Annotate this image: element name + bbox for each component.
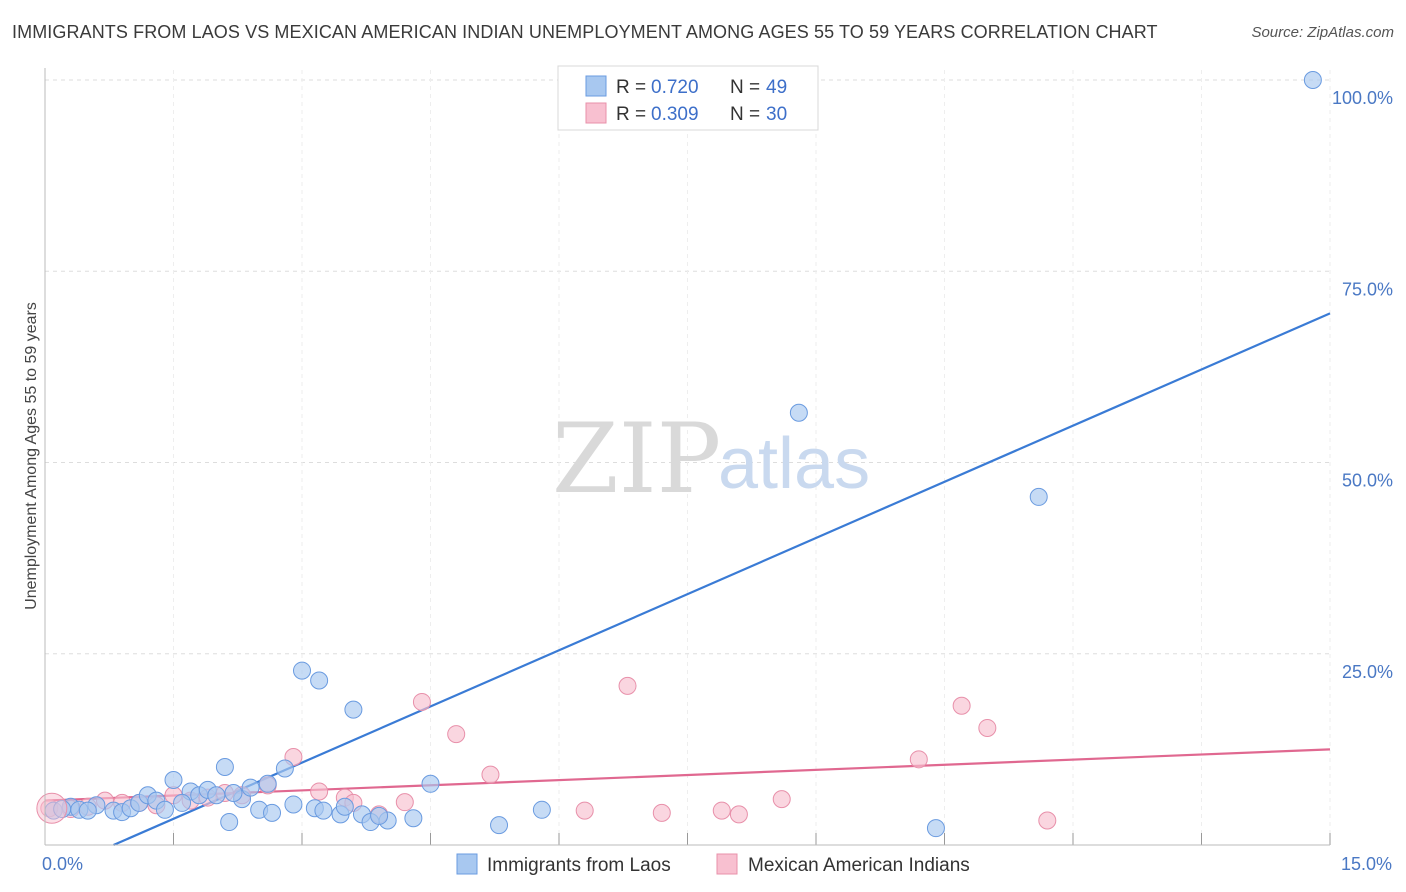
bottom-legend-swatch-laos bbox=[456, 853, 478, 875]
point-immigrants-from-laos bbox=[344, 700, 363, 719]
point-mexican-american-indians bbox=[772, 790, 791, 809]
watermark: ZIP atlas bbox=[552, 403, 870, 515]
point-mexican-american-indians bbox=[36, 792, 68, 824]
y-tick-label: 75.0% bbox=[1342, 279, 1393, 299]
point-immigrants-from-laos bbox=[164, 770, 183, 789]
point-immigrants-from-laos bbox=[215, 757, 234, 776]
point-mexican-american-indians bbox=[412, 692, 431, 711]
legend-swatch-laos bbox=[585, 75, 607, 97]
point-immigrants-from-laos bbox=[207, 786, 226, 805]
top-legend: R = 0.720 N = 49 R = 0.309 N = 30 bbox=[557, 65, 819, 131]
point-immigrants-from-laos bbox=[263, 803, 282, 822]
watermark-zip: ZIP bbox=[552, 403, 721, 515]
point-immigrants-from-laos bbox=[314, 801, 333, 820]
point-immigrants-from-laos bbox=[421, 774, 440, 793]
point-mexican-american-indians bbox=[978, 718, 997, 737]
point-immigrants-from-laos bbox=[241, 778, 260, 797]
point-mexican-american-indians bbox=[1038, 811, 1057, 830]
trend-line-mexican bbox=[44, 748, 1331, 802]
point-immigrants-from-laos bbox=[155, 800, 174, 819]
point-immigrants-from-laos bbox=[275, 759, 294, 778]
point-immigrants-from-laos bbox=[490, 816, 509, 835]
point-immigrants-from-laos bbox=[789, 403, 808, 422]
y-tick-label: 100.0% bbox=[1332, 88, 1393, 108]
point-mexican-american-indians bbox=[447, 725, 466, 744]
bottom-legend-label-laos: Immigrants from Laos bbox=[487, 855, 671, 876]
legend-r-value-mexican: 0.309 bbox=[651, 104, 699, 125]
legend-r-value-laos: 0.720 bbox=[651, 77, 699, 98]
chart-title: IMMIGRANTS FROM LAOS VS MEXICAN AMERICAN… bbox=[12, 22, 1158, 42]
point-immigrants-from-laos bbox=[1303, 71, 1322, 89]
point-immigrants-from-laos bbox=[224, 783, 243, 802]
point-immigrants-from-laos bbox=[1029, 487, 1048, 506]
x-tick-label: 15.0% bbox=[1341, 854, 1392, 874]
point-immigrants-from-laos bbox=[370, 806, 389, 825]
trend-line-laos bbox=[113, 312, 1331, 847]
point-immigrants-from-laos bbox=[173, 793, 192, 812]
legend-swatch-mexican bbox=[585, 102, 607, 124]
point-mexican-american-indians bbox=[909, 750, 928, 769]
bottom-legend-swatch-mexican bbox=[716, 853, 738, 875]
point-mexican-american-indians bbox=[395, 793, 414, 812]
point-mexican-american-indians bbox=[481, 765, 500, 784]
point-mexican-american-indians bbox=[729, 805, 748, 824]
legend-n-value-mexican: 30 bbox=[766, 104, 787, 125]
x-tick-label: 0.0% bbox=[42, 854, 83, 874]
point-immigrants-from-laos bbox=[310, 671, 329, 690]
point-immigrants-from-laos bbox=[258, 774, 277, 793]
y-axis-label: Unemployment Among Ages 55 to 59 years bbox=[23, 302, 40, 610]
chart-source: Source: ZipAtlas.com bbox=[1251, 24, 1394, 41]
point-mexican-american-indians bbox=[575, 801, 594, 820]
point-immigrants-from-laos bbox=[926, 819, 945, 838]
point-immigrants-from-laos bbox=[293, 661, 311, 680]
point-mexican-american-indians bbox=[952, 696, 971, 715]
legend-n-label-laos: N = bbox=[730, 77, 760, 98]
bottom-legend-label-mexican: Mexican American Indians bbox=[748, 855, 970, 876]
point-mexican-american-indians bbox=[310, 782, 329, 801]
y-tick-label: 25.0% bbox=[1342, 662, 1393, 682]
point-mexican-american-indians bbox=[618, 676, 637, 695]
legend-n-label-mexican: N = bbox=[730, 104, 760, 125]
point-immigrants-from-laos bbox=[78, 801, 97, 820]
point-immigrants-from-laos bbox=[284, 795, 303, 814]
trend-layer bbox=[44, 312, 1331, 847]
legend-r-label-mexican: R = bbox=[616, 104, 646, 125]
point-immigrants-from-laos bbox=[532, 800, 551, 819]
legend-r-label-laos: R = bbox=[616, 77, 646, 98]
bottom-legend: Immigrants from Laos Mexican American In… bbox=[456, 853, 970, 876]
point-immigrants-from-laos bbox=[404, 809, 423, 828]
axis-layer: 25.0% 50.0% 75.0% 100.0% 0.0% 15.0% bbox=[42, 68, 1393, 874]
point-immigrants-from-laos bbox=[335, 797, 354, 816]
point-immigrants-from-laos bbox=[220, 813, 239, 832]
y-tick-label: 50.0% bbox=[1342, 471, 1393, 491]
legend-n-value-laos: 49 bbox=[766, 77, 787, 98]
watermark-atlas: atlas bbox=[718, 424, 870, 504]
point-mexican-american-indians bbox=[712, 801, 731, 820]
point-mexican-american-indians bbox=[652, 803, 671, 822]
